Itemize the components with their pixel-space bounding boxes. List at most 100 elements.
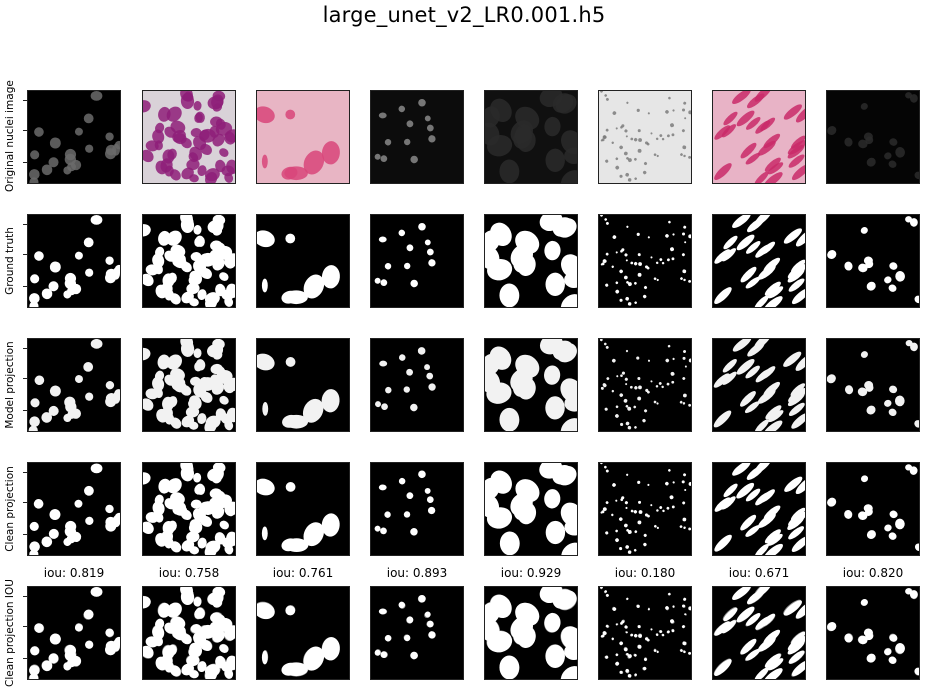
nucleus-blob xyxy=(827,249,837,259)
nucleus-blob xyxy=(197,289,207,301)
nucleus-blob xyxy=(650,504,653,507)
nucleus-blob xyxy=(385,386,392,394)
nucleus-blob xyxy=(219,148,229,157)
nucleus-blob xyxy=(219,395,229,405)
nucleus-blob xyxy=(378,112,387,119)
nucleus-blob xyxy=(619,145,623,150)
nucleus-blob xyxy=(865,632,874,641)
nucleus-blob xyxy=(634,157,637,161)
row-label: Clean projection xyxy=(4,466,16,552)
nucleus-blob xyxy=(303,274,325,299)
nucleus-blob xyxy=(219,644,229,653)
y-tick xyxy=(23,348,27,349)
nucleus-blob xyxy=(666,134,670,138)
nucleus-blob xyxy=(827,621,837,631)
nucleus-blob xyxy=(644,409,648,413)
nucleus-blob xyxy=(90,215,103,225)
nucleus-blob xyxy=(736,606,755,623)
nucleus-blob xyxy=(404,262,411,270)
nucleus-blob xyxy=(380,155,388,162)
nucleus-blob xyxy=(683,101,687,105)
nucleus-blob xyxy=(164,374,176,386)
nucleus-blob xyxy=(112,143,120,156)
nucleus-blob xyxy=(85,640,94,649)
nucleus-blob xyxy=(545,272,565,296)
nucleus-blob xyxy=(605,531,609,535)
nucleus-blob xyxy=(164,126,176,138)
nucleus-blob xyxy=(745,276,761,289)
nucleus-blob xyxy=(656,154,659,158)
nucleus-blob xyxy=(485,246,500,270)
iou-score-label: iou: 0.893 xyxy=(386,566,448,580)
iou-score-label: iou: 0.761 xyxy=(272,566,334,580)
nucleus-blob xyxy=(189,298,199,307)
nucleus-blob xyxy=(424,239,431,246)
nucleus-blob xyxy=(746,117,761,130)
nucleus-blob xyxy=(166,602,182,618)
nucleus-blob xyxy=(754,667,769,679)
nucleus-blob xyxy=(757,388,776,404)
nucleus-blob xyxy=(884,524,892,532)
nucleus-blob xyxy=(143,398,154,411)
nucleus-blob xyxy=(374,525,381,532)
nucleus-blob xyxy=(905,588,913,595)
image-panel xyxy=(27,586,121,680)
nucleus-blob xyxy=(650,380,653,383)
nucleus-blob xyxy=(860,351,868,358)
nucleus-blob xyxy=(615,127,618,130)
nucleus-blob xyxy=(860,103,868,110)
nucleus-blob xyxy=(224,503,235,517)
nucleus-blob xyxy=(647,236,650,239)
nucleus-blob xyxy=(662,509,665,513)
nucleus-blob xyxy=(740,638,757,655)
nucleus-blob xyxy=(615,623,618,626)
nucleus-blob xyxy=(765,405,782,420)
nucleus-blob xyxy=(41,288,53,300)
nucleus-blob xyxy=(599,339,603,342)
nucleus-blob xyxy=(888,160,897,168)
nucleus-blob xyxy=(64,272,77,285)
nucleus-blob xyxy=(755,244,771,258)
row-label: Ground truth xyxy=(4,227,16,295)
nucleus-blob xyxy=(865,384,874,392)
nucleus-blob xyxy=(188,421,199,430)
nucleus-blob xyxy=(384,138,392,146)
nucleus-blob xyxy=(655,137,659,141)
nucleus-blob xyxy=(70,531,82,543)
nucleus-blob xyxy=(658,382,662,385)
image-panel xyxy=(370,90,464,184)
nucleus-blob xyxy=(621,371,625,375)
nucleus-blob xyxy=(615,538,619,542)
nucleus-blob xyxy=(623,275,628,280)
nucleus-blob xyxy=(189,146,203,161)
nucleus-blob xyxy=(625,421,630,426)
nucleus-blob xyxy=(620,422,624,426)
nucleus-blob xyxy=(655,633,659,637)
nucleus-blob xyxy=(740,514,757,531)
nucleus-blob xyxy=(552,464,573,485)
nucleus-blob xyxy=(866,157,876,167)
nucleus-blob xyxy=(600,511,603,514)
nucleus-blob xyxy=(545,148,565,172)
nucleus-blob xyxy=(688,527,691,531)
nucleus-blob xyxy=(221,661,235,673)
nucleus-blob xyxy=(284,290,308,305)
nucleus-blob xyxy=(193,136,207,150)
nucleus-blob xyxy=(634,653,637,657)
nucleus-blob xyxy=(74,251,83,260)
nucleus-blob xyxy=(684,241,687,244)
nucleus-blob xyxy=(418,222,426,231)
nucleus-blob xyxy=(261,278,268,293)
panel-image xyxy=(371,339,463,431)
nucleus-blob xyxy=(378,236,387,243)
nucleus-blob xyxy=(682,377,686,380)
nucleus-blob xyxy=(112,267,120,280)
nucleus-blob xyxy=(375,401,381,408)
nucleus-blob xyxy=(63,166,72,175)
nucleus-blob xyxy=(784,476,803,492)
nucleus-blob xyxy=(223,380,235,394)
nucleus-blob xyxy=(723,235,738,250)
nucleus-blob xyxy=(285,233,296,244)
nucleus-blob xyxy=(189,270,203,285)
nucleus-blob xyxy=(791,412,805,429)
